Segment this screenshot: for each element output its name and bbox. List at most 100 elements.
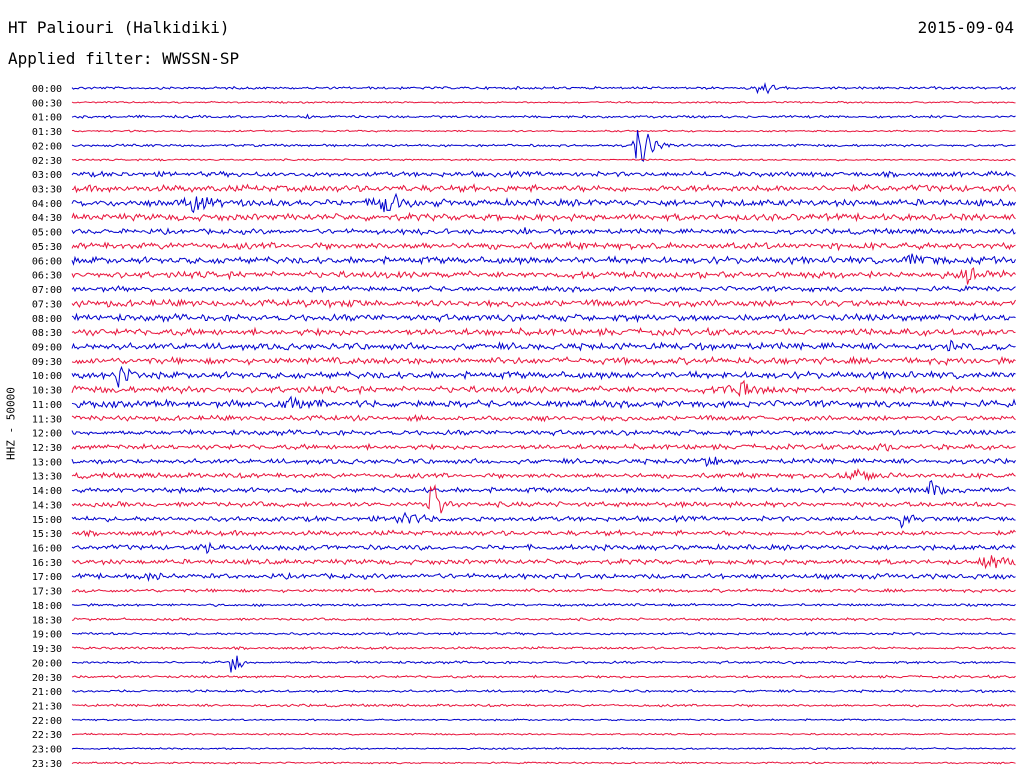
seismic-trace bbox=[71, 479, 1016, 496]
time-label: 04:00 bbox=[32, 199, 62, 210]
time-label: 20:30 bbox=[32, 673, 62, 684]
seismic-trace bbox=[71, 227, 1016, 236]
seismic-trace bbox=[71, 674, 1016, 679]
seismic-trace bbox=[71, 240, 1016, 252]
time-label: 12:30 bbox=[32, 443, 62, 454]
seismic-trace bbox=[71, 428, 1016, 437]
time-label: 14:30 bbox=[32, 500, 62, 511]
time-label: 07:30 bbox=[32, 299, 62, 310]
time-label: 00:00 bbox=[32, 84, 62, 95]
seismic-trace bbox=[71, 158, 1016, 162]
time-label: 09:30 bbox=[32, 357, 62, 368]
time-label: 22:00 bbox=[32, 716, 62, 727]
time-label: 13:00 bbox=[32, 457, 62, 468]
time-label: 08:00 bbox=[32, 314, 62, 325]
seismic-trace bbox=[71, 298, 1016, 309]
time-label: 07:00 bbox=[32, 285, 62, 296]
time-label: 17:30 bbox=[32, 587, 62, 598]
seismic-trace bbox=[71, 645, 1016, 651]
seismic-trace bbox=[71, 761, 1016, 765]
time-label: 00:30 bbox=[32, 98, 62, 109]
time-label: 23:30 bbox=[32, 759, 62, 770]
time-label: 05:00 bbox=[32, 228, 62, 239]
seismic-trace bbox=[71, 130, 1016, 162]
time-label: 09:00 bbox=[32, 342, 62, 353]
time-label: 02:30 bbox=[32, 156, 62, 167]
time-label: 01:30 bbox=[32, 127, 62, 138]
seismic-trace bbox=[71, 442, 1016, 452]
time-label: 10:00 bbox=[32, 371, 62, 382]
time-label: 11:00 bbox=[32, 400, 62, 411]
time-label: 20:00 bbox=[32, 658, 62, 669]
seismic-trace bbox=[71, 587, 1016, 594]
seismic-trace bbox=[71, 192, 1016, 214]
time-label: 15:00 bbox=[32, 515, 62, 526]
time-label: 13:30 bbox=[32, 472, 62, 483]
seismic-trace bbox=[71, 602, 1016, 608]
seismic-trace bbox=[71, 617, 1016, 622]
seismic-trace bbox=[71, 555, 1016, 570]
seismic-trace bbox=[71, 326, 1016, 338]
time-label: 03:00 bbox=[32, 170, 62, 181]
seismic-trace bbox=[71, 688, 1016, 694]
seismic-trace bbox=[71, 355, 1016, 367]
time-label: 22:30 bbox=[32, 730, 62, 741]
time-label: 15:30 bbox=[32, 529, 62, 540]
time-label: 12:00 bbox=[32, 429, 62, 440]
time-label: 18:00 bbox=[32, 601, 62, 612]
time-label: 11:30 bbox=[32, 414, 62, 425]
seismic-trace bbox=[71, 655, 1016, 673]
seismic-trace bbox=[71, 484, 1016, 514]
seismic-trace bbox=[71, 541, 1016, 555]
time-label: 17:00 bbox=[32, 572, 62, 583]
seismic-trace bbox=[71, 703, 1016, 708]
seismic-trace bbox=[71, 211, 1016, 223]
time-label: 14:00 bbox=[32, 486, 62, 497]
time-label: 19:00 bbox=[32, 630, 62, 641]
filter-label: Applied filter: WWSSN-SP bbox=[8, 49, 240, 68]
seismic-trace bbox=[71, 129, 1016, 133]
time-label: 08:30 bbox=[32, 328, 62, 339]
station-title: HT Paliouri (Halkidiki) bbox=[8, 18, 230, 37]
seismic-trace bbox=[71, 379, 1016, 398]
seismic-trace bbox=[71, 571, 1016, 583]
seismic-trace bbox=[71, 312, 1016, 324]
seismic-trace bbox=[71, 529, 1016, 538]
seismic-trace bbox=[71, 183, 1016, 194]
time-label: 16:30 bbox=[32, 558, 62, 569]
seismic-trace bbox=[72, 732, 1016, 736]
time-label: 19:30 bbox=[32, 644, 62, 655]
seismic-trace bbox=[71, 631, 1016, 636]
seismic-trace bbox=[71, 467, 1016, 482]
seismic-trace bbox=[71, 253, 1016, 266]
seismic-trace bbox=[71, 511, 1016, 529]
seismic-trace bbox=[71, 284, 1016, 294]
time-label: 01:00 bbox=[32, 113, 62, 124]
seismic-trace bbox=[71, 718, 1016, 722]
channel-label: HHZ - 50000 bbox=[4, 387, 18, 460]
seismic-trace bbox=[71, 365, 1016, 388]
time-label: 02:00 bbox=[32, 141, 62, 152]
seismic-trace bbox=[71, 100, 1016, 104]
time-label: 16:00 bbox=[32, 544, 62, 555]
seismic-trace bbox=[71, 267, 1016, 285]
seismic-trace bbox=[71, 339, 1016, 352]
time-label: 21:00 bbox=[32, 687, 62, 698]
time-label: 18:30 bbox=[32, 615, 62, 626]
seismic-trace bbox=[71, 113, 1016, 120]
time-label: 05:30 bbox=[32, 242, 62, 253]
time-label: 10:30 bbox=[32, 386, 62, 397]
time-label: 03:30 bbox=[32, 185, 62, 196]
seismic-trace bbox=[71, 82, 1016, 95]
seismic-trace bbox=[71, 170, 1016, 179]
time-label: 04:30 bbox=[32, 213, 62, 224]
seismic-trace bbox=[71, 456, 1016, 468]
time-label: 21:30 bbox=[32, 701, 62, 712]
seismic-trace bbox=[71, 414, 1016, 423]
time-label: 06:00 bbox=[32, 256, 62, 267]
time-label: 23:00 bbox=[32, 745, 62, 756]
seismic-trace bbox=[71, 746, 1016, 751]
seismic-trace bbox=[71, 395, 1016, 410]
date-label: 2015-09-04 bbox=[917, 18, 1014, 37]
